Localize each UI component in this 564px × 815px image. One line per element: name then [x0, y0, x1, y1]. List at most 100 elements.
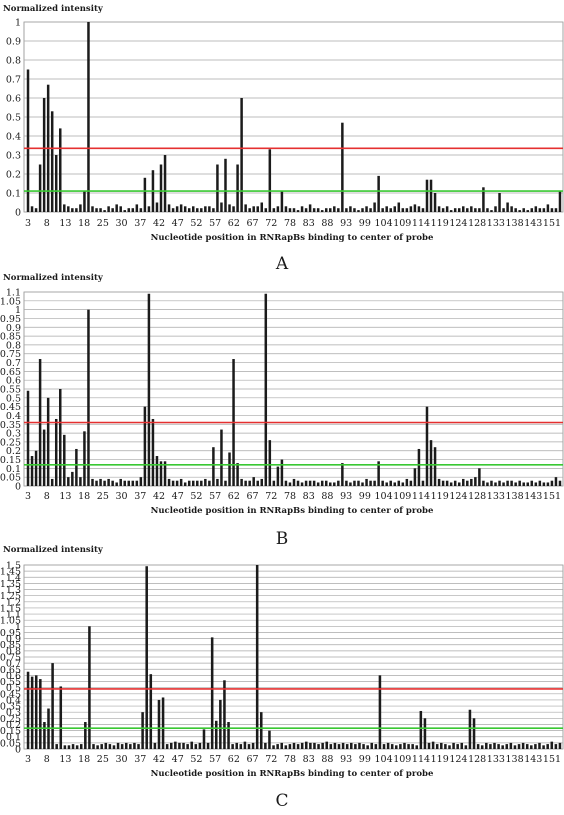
x-tick-label: 37 [134, 491, 146, 502]
x-tick-label: 109 [393, 754, 411, 765]
bar [421, 480, 425, 486]
bar [435, 744, 439, 749]
bar [433, 447, 437, 486]
bar [95, 208, 98, 212]
bar [143, 177, 147, 212]
bar [171, 208, 175, 212]
bar [147, 293, 151, 486]
bar [502, 482, 505, 486]
y-tick-label: 1.45 [0, 567, 21, 578]
bar [494, 206, 497, 212]
y-tick-label: 0.8 [6, 56, 21, 67]
bar [521, 742, 525, 749]
x-tick-label: 67 [247, 491, 259, 502]
bar [284, 480, 288, 486]
y-axis-title: Normalized intensity [3, 545, 104, 555]
y-tick-label: 1.25 [0, 591, 21, 602]
x-tick-label: 52 [190, 218, 202, 229]
bar [280, 459, 284, 486]
bar [321, 742, 324, 749]
bar [361, 482, 364, 486]
bar [497, 744, 500, 749]
bar [417, 448, 421, 486]
y-tick-label: 0.15 [0, 726, 21, 737]
y-tick-label: 0.7 [6, 659, 21, 670]
bar [163, 461, 167, 486]
bar [268, 730, 271, 749]
bar [534, 744, 537, 749]
x-axis-title: Nucleotide position in RNRapBs binding t… [151, 233, 434, 243]
x-tick-label: 143 [524, 754, 542, 765]
bar [542, 745, 545, 749]
y-tick-label: 0 [15, 745, 21, 756]
x-tick-label: 143 [524, 218, 542, 229]
bar [329, 482, 332, 486]
bar [183, 206, 187, 212]
bar [219, 699, 222, 749]
bar [470, 478, 473, 486]
bar [161, 697, 165, 749]
bar [501, 745, 504, 749]
bar [554, 744, 558, 749]
bar [329, 744, 333, 749]
bar [224, 480, 227, 486]
x-tick-label: 88 [321, 218, 333, 229]
bar [147, 206, 151, 212]
bar [300, 206, 304, 212]
bar [460, 742, 464, 749]
bar [300, 742, 304, 749]
x-tick-label: 114 [412, 491, 430, 502]
bar [204, 478, 207, 486]
x-tick-label: 30 [116, 491, 128, 502]
bar [362, 744, 365, 749]
bar [538, 208, 542, 212]
x-tick-label: 119 [431, 754, 449, 765]
bar [550, 741, 554, 749]
bar [95, 480, 98, 486]
bar [264, 742, 267, 749]
y-tick-label: 0.45 [0, 689, 21, 700]
y-tick-label: 0.95 [0, 628, 21, 639]
bar [505, 744, 509, 749]
y-tick-label: 0.15 [0, 455, 21, 466]
y-tick-label: 0.1 [6, 732, 21, 743]
bar [382, 744, 386, 749]
bar [337, 208, 340, 212]
bar [139, 477, 143, 486]
bar [304, 208, 308, 212]
y-tick-label: 1.4 [6, 573, 21, 584]
x-tick-label: 13 [59, 754, 71, 765]
bar [510, 480, 513, 486]
bar [538, 742, 541, 749]
x-tick-label: 72 [265, 754, 277, 765]
bar [522, 208, 525, 212]
bar [179, 478, 183, 486]
bar [341, 742, 345, 749]
y-tick-label: 0.2 [6, 720, 21, 731]
bar [46, 397, 50, 486]
bar [79, 744, 83, 749]
y-tick-label: 0.5 [6, 113, 21, 124]
bar [141, 712, 144, 749]
y-tick-label: 0.9 [6, 634, 21, 645]
x-tick-label: 25 [97, 491, 109, 502]
bar [208, 480, 211, 486]
bar [200, 208, 203, 212]
bar [457, 482, 461, 486]
bar [506, 202, 509, 212]
bar [470, 206, 473, 212]
bar [196, 208, 199, 212]
bar [489, 744, 492, 749]
x-tick-label: 109 [393, 491, 411, 502]
bar [377, 175, 380, 212]
bar [264, 208, 268, 212]
y-tick-label: 0.95 [0, 314, 21, 325]
y-tick-label: 0.4 [6, 132, 21, 143]
bar [183, 482, 187, 486]
bar [120, 744, 124, 749]
y-tick-label: 1.35 [0, 579, 21, 590]
bar [91, 478, 94, 486]
y-tick-label: 0.65 [0, 367, 21, 378]
bar [175, 480, 179, 486]
bar [284, 206, 288, 212]
